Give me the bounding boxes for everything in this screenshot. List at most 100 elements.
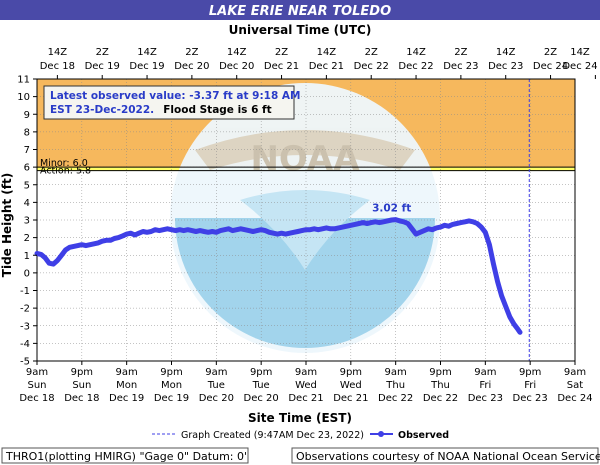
title-bar — [0, 0, 600, 20]
footer-gage-info: THRO1(plotting HMIRG) "Gage 0" Datum: 0' — [5, 450, 247, 463]
top-tick-time: 14Z — [570, 47, 590, 58]
top-tick-date: Dec 24 — [533, 61, 568, 72]
top-tick-time: 14Z — [406, 47, 426, 58]
y-tick-label: 10 — [17, 92, 30, 103]
footer-credit: Observations courtesy of NOAA National O… — [296, 450, 600, 463]
x-tick-day: Tue — [207, 380, 225, 391]
x-tick-date: Dec 20 — [199, 393, 234, 404]
x-tick-date: Dec 24 — [557, 393, 592, 404]
peak-label: 3.02 ft — [372, 203, 411, 215]
x-tick-date: Dec 22 — [423, 393, 458, 404]
top-axis-title: Universal Time (UTC) — [229, 23, 372, 37]
top-tick-time: 14Z — [48, 47, 68, 58]
top-tick-date: Dec 21 — [309, 61, 344, 72]
bottom-axis-ticks: 9am Sun Dec 18 9pm Sun Dec 18 9am Mon Dec 19 9pm M… — [19, 361, 593, 404]
x-tick-time: 9pm — [71, 367, 93, 378]
latest-value-annotation: Latest observed value: -3.37 ft at 9:18 … — [43, 85, 301, 120]
x-tick-time: 9am — [564, 367, 586, 378]
top-tick-time: 2Z — [454, 47, 467, 58]
x-tick-date: Dec 23 — [468, 393, 503, 404]
top-tick-time: 14Z — [227, 47, 247, 58]
chart-title: LAKE ERIE NEAR TOLEDO — [209, 4, 391, 19]
top-tick-date: Dec 18 — [40, 61, 75, 72]
x-tick-day: Fri — [524, 380, 536, 391]
top-tick-date: Dec 19 — [129, 61, 164, 72]
y-tick-label: 6 — [24, 163, 30, 174]
legend-created-label: Graph Created (9:47AM Dec 23, 2022) — [181, 430, 364, 441]
y-tick-label: 11 — [17, 75, 30, 86]
noaa-watermark-icon: NOAA — [170, 83, 440, 353]
x-tick-day: Thu — [385, 380, 405, 391]
top-tick-date: Dec 22 — [354, 61, 389, 72]
top-tick-date: Dec 23 — [443, 61, 478, 72]
y-tick-label: -5 — [20, 357, 30, 368]
y-tick-label: 4 — [24, 198, 30, 209]
x-tick-time: 9am — [474, 367, 496, 378]
y-tick-label: -4 — [20, 339, 30, 350]
top-tick-time: 14Z — [317, 47, 337, 58]
x-tick-date: Dec 19 — [109, 393, 144, 404]
svg-text:NOAA: NOAA — [250, 139, 360, 179]
annotation-line-2: EST 23-Dec-2022. Flood Stage is 6 ft — [50, 98, 272, 117]
top-tick-date: Dec 20 — [219, 61, 254, 72]
x-tick-time: 9am — [116, 367, 138, 378]
top-tick-date: Dec 22 — [398, 61, 433, 72]
x-tick-date: Dec 19 — [154, 393, 189, 404]
x-tick-day: Sun — [72, 380, 91, 391]
x-tick-day: Mon — [161, 380, 182, 391]
footer-right-box — [291, 447, 599, 464]
y-tick-label: 2 — [24, 233, 30, 244]
top-tick-time: 2Z — [185, 47, 198, 58]
y-axis-ticks: -5 -4 -3 -2 -1 0 1 2 3 4 5 6 7 8 9 10 11 — [17, 75, 37, 368]
y-tick-label: 1 — [24, 251, 30, 262]
top-tick-time: 2Z — [365, 47, 378, 58]
y-tick-label: -3 — [20, 321, 30, 332]
x-tick-date: Dec 18 — [19, 393, 54, 404]
top-tick-date: Dec 21 — [264, 61, 299, 72]
x-tick-day: Wed — [295, 380, 317, 391]
y-tick-label: 9 — [24, 110, 30, 121]
y-tick-label: -1 — [20, 286, 30, 297]
top-tick-date: Dec 24 — [562, 61, 597, 72]
x-tick-time: 9am — [385, 367, 407, 378]
x-tick-date: Dec 21 — [333, 393, 368, 404]
stage-line-label: Action: 5.8 — [40, 166, 91, 177]
x-tick-time: 9pm — [429, 367, 451, 378]
x-tick-day: Wed — [340, 380, 362, 391]
x-tick-time: 9am — [26, 367, 48, 378]
y-axis-label: Tide Height (ft) — [0, 173, 14, 277]
x-tick-date: Dec 22 — [378, 393, 413, 404]
y-tick-label: 7 — [24, 145, 30, 156]
x-tick-date: Dec 18 — [64, 393, 99, 404]
top-tick-time: 2Z — [544, 47, 557, 58]
x-tick-time: 9am — [205, 367, 227, 378]
top-tick-time: 2Z — [96, 47, 109, 58]
legend-observed-marker — [378, 431, 384, 437]
legend: Graph Created (9:47AM Dec 23, 2022) Obse… — [152, 430, 449, 441]
x-tick-day: Tue — [252, 380, 270, 391]
x-tick-day: Thu — [430, 380, 450, 391]
top-tick-time: 14Z — [496, 47, 516, 58]
top-tick-time: 14Z — [137, 47, 157, 58]
x-tick-time: 9pm — [250, 367, 272, 378]
top-tick-date: Dec 20 — [174, 61, 209, 72]
footer-left-box — [1, 447, 249, 464]
x-axis-label: Site Time (EST) — [248, 411, 352, 425]
x-tick-date: Dec 20 — [244, 393, 279, 404]
stage-line-label: Minor: 6.0 — [40, 158, 88, 169]
y-tick-label: 0 — [24, 268, 30, 279]
observed-series — [34, 217, 523, 335]
annotation-line-1: Latest observed value: -3.37 ft at 9:18 … — [50, 90, 301, 102]
top-tick-time: 2Z — [275, 47, 288, 58]
x-tick-time: 9pm — [160, 367, 182, 378]
x-tick-day: Sat — [567, 380, 583, 391]
x-tick-day: Fri — [479, 380, 491, 391]
x-tick-date: Dec 21 — [288, 393, 323, 404]
top-tick-date: Dec 23 — [488, 61, 523, 72]
observed-line — [34, 217, 523, 335]
x-tick-time: 9pm — [519, 367, 541, 378]
y-tick-label: 8 — [24, 127, 30, 138]
